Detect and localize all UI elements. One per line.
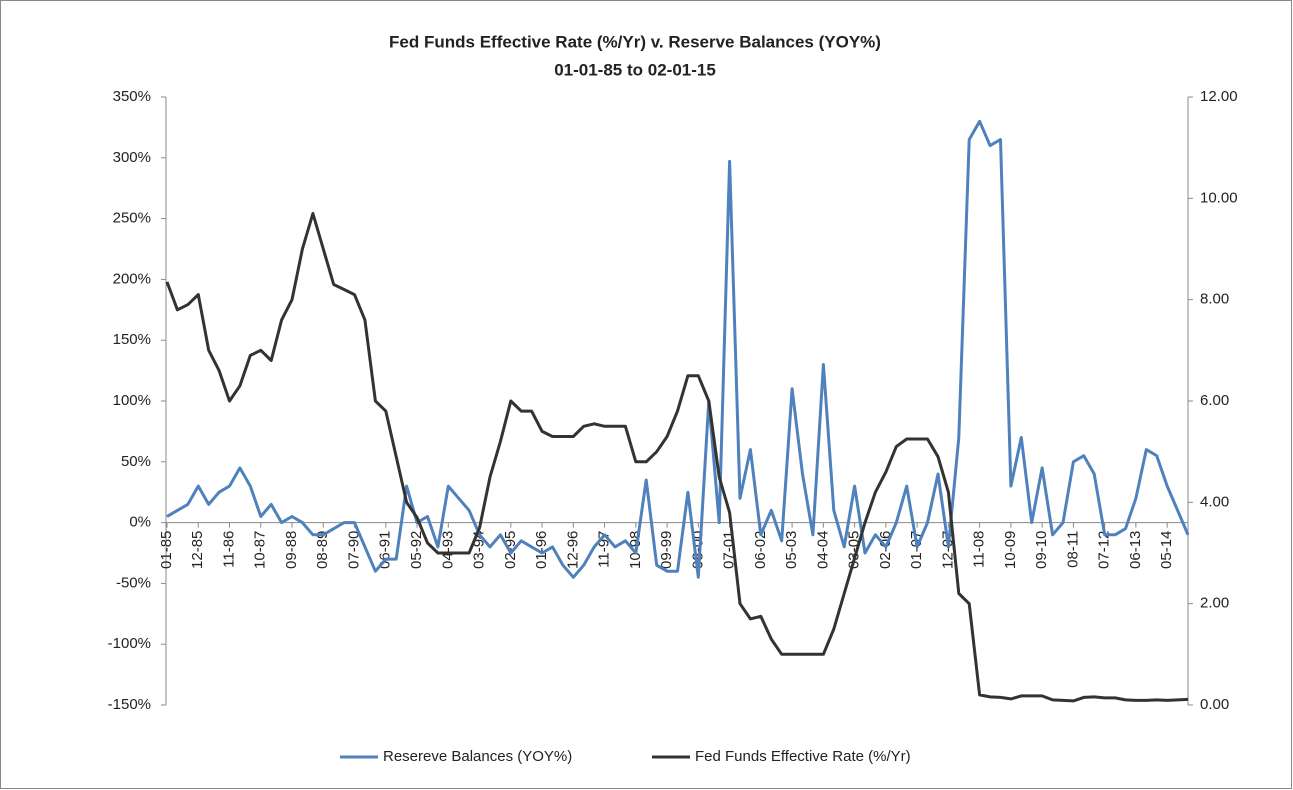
x-tick-label: 10-09 (1002, 531, 1019, 569)
y-tick-label: -50% (116, 574, 151, 591)
x-tick-label: 01-96 (533, 531, 550, 569)
y2-tick-label: 6.00 (1200, 392, 1229, 409)
y-tick-label: 100% (113, 392, 151, 409)
y-tick-label: 0% (129, 514, 151, 531)
y-tick-label: 300% (113, 149, 151, 166)
x-tick-label: 05-03 (783, 531, 800, 569)
x-tick-label: 09-88 (283, 531, 300, 569)
x-tick-label: 06-13 (1127, 531, 1144, 569)
x-tick-label: 07-90 (345, 531, 362, 569)
x-tick-label: 05-14 (1158, 531, 1175, 569)
x-tick-label: 09-10 (1033, 531, 1050, 569)
series-line (166, 119, 1190, 579)
x-tick-label: 08-89 (314, 531, 331, 569)
chart-title: Fed Funds Effective Rate (%/Yr) v. Reser… (389, 32, 881, 51)
legend-label: Fed Funds Effective Rate (%/Yr) (695, 748, 911, 765)
y-tick-label: 150% (113, 331, 151, 348)
y-tick-label: 250% (113, 210, 151, 227)
y-tick-label: -100% (108, 635, 151, 652)
y2-tick-label: 8.00 (1200, 291, 1229, 308)
x-tick-label: 10-87 (252, 531, 269, 569)
y2-tick-label: 10.00 (1200, 189, 1238, 206)
y-tick-label: -150% (108, 696, 151, 713)
x-tick-label: 11-86 (220, 531, 237, 568)
y-tick-label: 50% (121, 453, 151, 470)
x-tick-label: 08-11 (1064, 531, 1081, 568)
x-tick-label: 05-92 (408, 531, 425, 569)
x-tick-label: 04-93 (439, 531, 456, 569)
y-tick-label: 200% (113, 270, 151, 287)
y2-tick-label: 2.00 (1200, 595, 1229, 612)
x-tick-label: 04-04 (814, 531, 831, 569)
y-tick-label: 350% (113, 88, 151, 105)
x-tick-label: 01-85 (158, 531, 175, 569)
x-tick-label: 09-99 (658, 531, 675, 569)
legend-label: Resereve Balances (YOY%) (383, 748, 572, 765)
y2-tick-label: 0.00 (1200, 696, 1229, 713)
x-tick-label: 12-85 (189, 531, 206, 569)
x-tick-label: 11-08 (971, 531, 988, 568)
y2-tick-label: 4.00 (1200, 493, 1229, 510)
chart-subtitle: 01-01-85 to 02-01-15 (554, 60, 716, 79)
y2-tick-label: 12.00 (1200, 88, 1238, 105)
x-tick-label: 06-91 (377, 531, 394, 569)
x-tick-label: 12-96 (564, 531, 581, 569)
series-line (165, 212, 1189, 703)
x-tick-label: 06-02 (752, 531, 769, 569)
x-tick-label: 07-12 (1096, 531, 1113, 569)
